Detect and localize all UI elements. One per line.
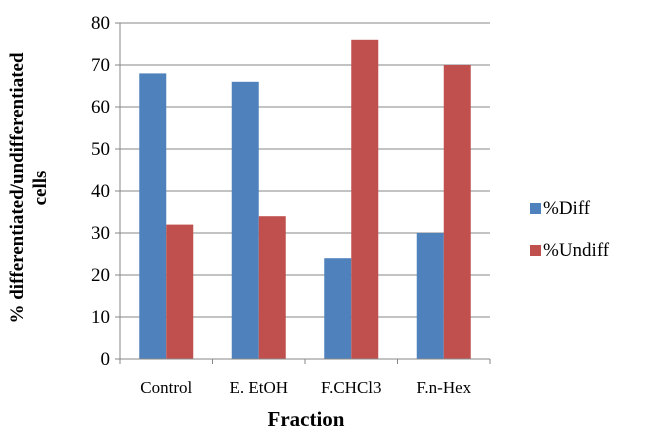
bar-undiff-e-etoh [258,216,286,359]
legend-label-diff: %Diff [543,198,591,219]
bar-undiff-control [166,224,194,359]
bar-undiff-f-n-hex [443,65,471,359]
y-tick-label: 70 [91,55,110,76]
x-tick-label: Control [140,378,192,397]
legend-label-undiff: %Undiff [543,240,610,261]
bar-undiff-f-chcl3 [351,39,379,360]
x-axis-ticks: Control E. EtOH F.CHCl3 F.n-Hex [119,359,491,397]
y-tick-label: 60 [91,97,110,118]
x-tick-label: E. EtOH [229,378,288,397]
y-tick-label: 10 [91,307,110,328]
bars [139,39,471,360]
bar-diff-control [139,73,167,360]
x-tick-label: F.CHCl3 [321,378,382,397]
y-axis-title-line-2: cells [30,171,51,206]
y-tick-label: 20 [91,265,110,286]
y-axis-title-line-1: % differentiated/undifferentiated [7,52,28,324]
bar-diff-f-chcl3 [324,258,352,359]
y-tick-label: 30 [91,223,110,244]
y-tick-label: 40 [91,181,110,202]
y-tick-label: 80 [91,13,110,34]
bar-diff-f-n-hex [416,233,444,359]
y-tick-label: 50 [91,139,110,160]
legend-swatch-diff [530,203,541,214]
legend-swatch-undiff [530,245,541,256]
x-axis-title: Fraction [268,407,345,431]
bar-diff-e-etoh [231,81,259,360]
legend: %Diff %Undiff [530,198,610,261]
y-tick-label: 0 [101,349,111,370]
x-tick-label: F.n-Hex [416,378,471,397]
y-axis-ticks: 0 10 20 30 40 50 60 70 80 [91,13,121,370]
